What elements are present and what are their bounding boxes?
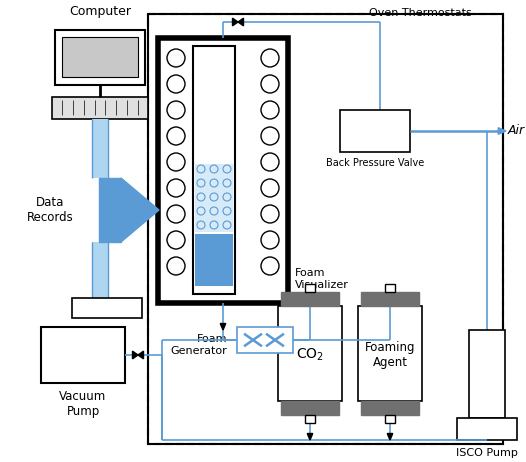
Text: Foam
Visualizer: Foam Visualizer [295,268,349,290]
Circle shape [261,49,279,67]
Circle shape [167,127,185,145]
Circle shape [261,179,279,197]
Bar [99,178,121,242]
Polygon shape [121,178,159,242]
Bar [158,38,288,303]
Bar [278,306,342,401]
Circle shape [167,101,185,119]
Bar [361,292,419,306]
Bar [193,46,235,294]
Bar [358,306,422,401]
Circle shape [167,75,185,93]
Text: Computer: Computer [69,5,131,18]
Bar [55,30,145,85]
Text: Data
Records: Data Records [27,196,73,224]
Text: Foaming
Agent: Foaming Agent [365,341,415,369]
Bar [195,234,233,286]
Polygon shape [220,323,226,330]
Circle shape [261,101,279,119]
Bar [72,298,142,318]
Bar [281,401,339,415]
Bar [41,327,125,383]
Bar [469,330,505,418]
Polygon shape [138,351,144,359]
Circle shape [167,49,185,67]
Polygon shape [498,128,506,134]
Bar [305,415,315,423]
Circle shape [167,257,185,275]
Text: ISCO Pump: ISCO Pump [456,448,518,458]
Text: Oven Thermostats: Oven Thermostats [369,8,471,18]
Polygon shape [133,351,138,359]
Bar [457,418,517,440]
Text: Back Pressure Valve: Back Pressure Valve [326,158,424,168]
Bar [148,14,503,444]
Bar [281,292,339,306]
Circle shape [167,231,185,249]
Polygon shape [238,18,244,26]
Circle shape [261,257,279,275]
Bar [62,37,138,77]
Circle shape [261,231,279,249]
Bar [92,119,108,178]
Polygon shape [307,433,313,440]
Bar [52,97,148,119]
Bar [305,284,315,292]
Bar [148,14,503,444]
Circle shape [261,153,279,171]
Bar [385,284,395,292]
Polygon shape [232,18,238,26]
Circle shape [167,179,185,197]
Polygon shape [387,433,393,440]
Bar [385,415,395,423]
Text: CO$_2$: CO$_2$ [296,347,324,363]
Bar [340,110,410,152]
Bar [361,401,419,415]
Bar [237,327,293,353]
Text: Air: Air [508,124,525,138]
Text: Foam
Generator: Foam Generator [170,334,227,356]
Circle shape [167,205,185,223]
Circle shape [261,205,279,223]
Circle shape [167,153,185,171]
Bar [92,242,108,298]
Bar [195,164,233,232]
Circle shape [261,127,279,145]
Circle shape [261,75,279,93]
Text: Vacuum
Pump: Vacuum Pump [59,390,107,418]
